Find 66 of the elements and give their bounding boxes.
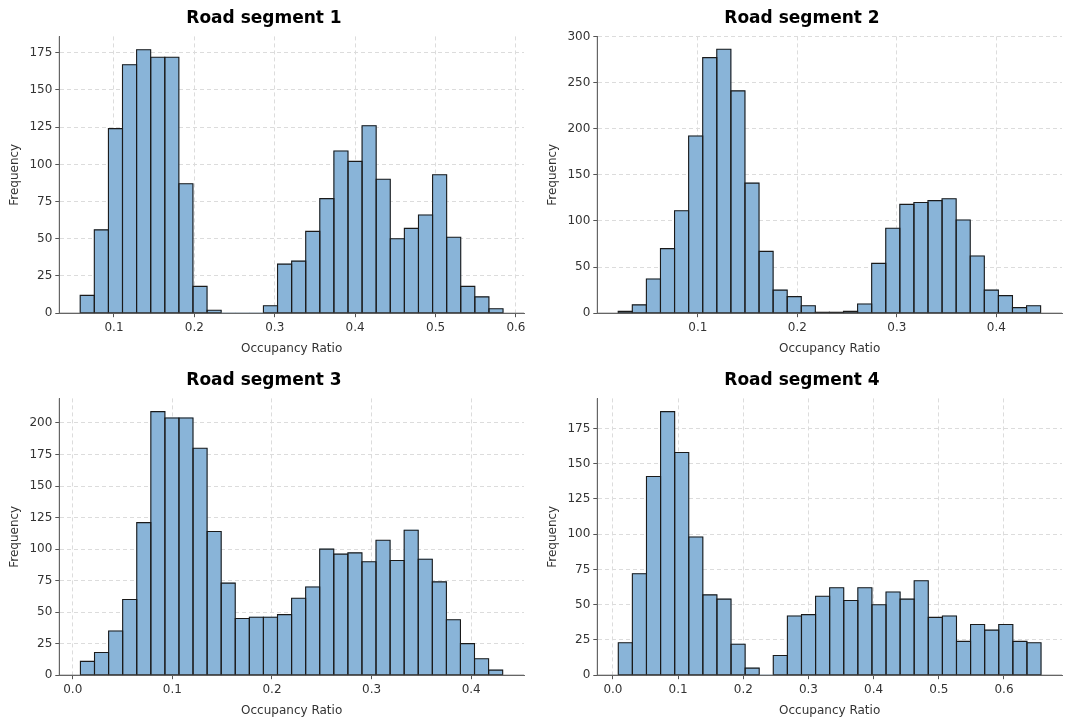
x-tick-label: 0.1 [668,681,688,696]
y-tick-label: 200 [29,415,53,430]
x-tick-label: 0.2 [262,681,282,696]
x-tick-label: 0.1 [162,681,182,696]
y-tick-label: 150 [567,166,591,181]
y-tick-label: 0 [582,305,591,320]
x-tick-label: 0.0 [603,681,623,696]
x-tick-label: 0.2 [184,319,204,334]
chart-title: Road segment 4 [724,368,880,389]
y-tick-label: 100 [567,526,591,541]
x-tick-label: 0.3 [887,319,907,334]
y-tick-label: 175 [29,446,53,461]
y-tick-label: 25 [37,268,53,283]
chart-title: Road segment 2 [724,6,880,27]
y-tick-label: 50 [37,230,53,245]
x-tick-label: 0.6 [506,319,526,334]
y-axis-title: Frequency [7,505,22,568]
y-tick-label: 50 [575,596,591,611]
y-tick-label: 100 [29,541,53,556]
x-tick-label: 0.3 [265,319,285,334]
y-tick-label: 125 [29,119,53,134]
x-tick-label: 0.5 [426,319,446,334]
y-tick-label: 150 [29,82,53,97]
x-axis-title: Occupancy Ratio [779,702,881,717]
x-tick-label: 0.4 [345,319,365,334]
x-tick-label: 0.2 [787,319,807,334]
x-axis-title: Occupancy Ratio [241,340,343,355]
y-tick-label: 150 [29,478,53,493]
y-tick-label: 0 [44,305,53,320]
y-tick-label: 25 [575,632,591,647]
y-tick-label: 100 [567,213,591,228]
y-tick-label: 75 [575,561,591,576]
y-tick-label: 200 [567,120,591,135]
y-tick-label: 175 [29,44,53,59]
y-tick-label: 175 [567,420,591,435]
x-tick-label: 0.5 [929,681,949,696]
y-tick-label: 250 [567,74,591,89]
y-tick-label: 150 [567,455,591,470]
y-tick-label: 50 [37,604,53,619]
x-tick-label: 0.3 [362,681,382,696]
x-tick-label: 0.4 [461,681,481,696]
y-tick-label: 0 [44,667,53,682]
y-tick-label: 0 [582,667,591,682]
x-axis-title: Occupancy Ratio [779,340,881,355]
y-tick-label: 50 [575,259,591,274]
x-tick-label: 0.2 [733,681,753,696]
y-axis-title: Frequency [545,505,560,568]
x-tick-label: 0.6 [994,681,1014,696]
y-tick-label: 25 [37,635,53,650]
x-tick-label: 0.1 [104,319,124,334]
x-tick-label: 0.4 [986,319,1006,334]
x-tick-label: 0.1 [688,319,708,334]
y-tick-label: 300 [567,28,591,43]
x-axis-title: Occupancy Ratio [241,702,343,717]
y-tick-label: 75 [37,193,53,208]
x-tick-label: 0.3 [798,681,819,696]
x-tick-label: 0.0 [63,681,83,696]
chart-title: Road segment 1 [186,6,342,27]
y-tick-label: 75 [37,572,53,587]
x-tick-label: 0.4 [864,681,884,696]
y-tick-label: 100 [29,156,53,171]
chart-title: Road segment 3 [186,368,342,389]
y-axis-title: Frequency [7,143,22,206]
y-axis-title: Frequency [545,143,560,206]
y-tick-label: 125 [567,491,591,506]
y-tick-label: 125 [29,509,53,524]
